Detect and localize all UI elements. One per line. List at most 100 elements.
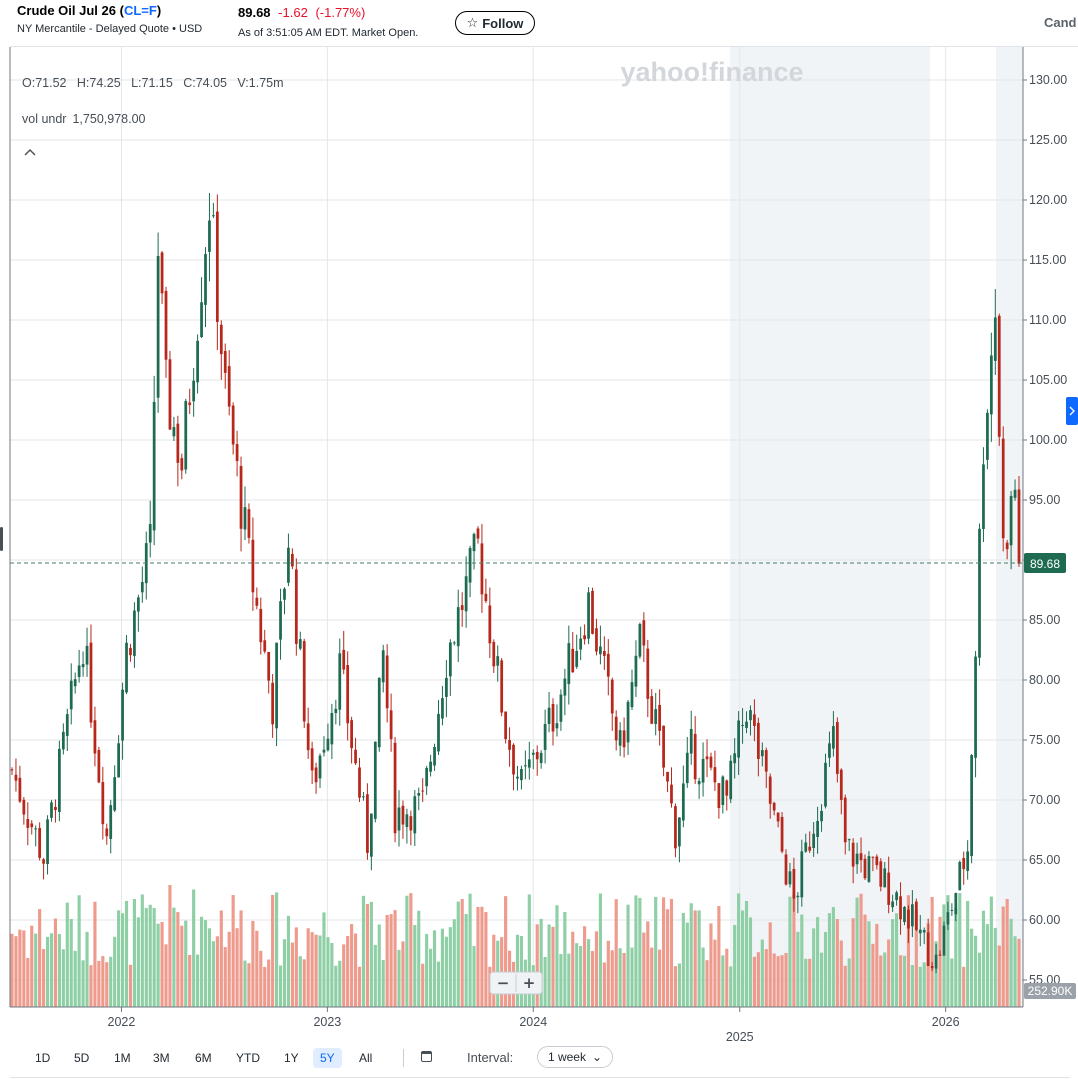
range-button-5d[interactable]: 5D: [74, 1051, 90, 1065]
volume-bar: [847, 958, 851, 1007]
y-tick-label: 110.00: [1029, 313, 1066, 327]
range-button-1m[interactable]: 1M: [114, 1051, 131, 1065]
candle-body: [251, 539, 255, 593]
volume-bar: [365, 903, 369, 1007]
candle-body: [910, 904, 914, 927]
interval-dropdown[interactable]: 1 week ⌄: [537, 1046, 613, 1068]
candle-body: [369, 813, 373, 857]
volume-bar: [966, 900, 970, 1007]
volume-bar: [263, 966, 267, 1007]
candle-body: [638, 624, 642, 657]
volume-bar: [622, 952, 626, 1007]
calendar-icon[interactable]: [421, 1051, 432, 1062]
volume-bar: [401, 941, 405, 1007]
volume-bar: [456, 901, 460, 1007]
candle-body: [697, 780, 701, 785]
range-button-1y[interactable]: 1Y: [284, 1051, 299, 1065]
candle-body: [895, 892, 898, 901]
volume-bar: [819, 952, 824, 1007]
candle-body: [563, 678, 567, 696]
candle-body: [587, 592, 590, 639]
candle-body: [136, 597, 140, 612]
candle-body: [429, 761, 432, 772]
volume-bar: [452, 919, 456, 1007]
range-button-all[interactable]: All: [359, 1051, 373, 1065]
volume-bar: [535, 924, 539, 1007]
candle-body: [200, 302, 203, 338]
candle-body: [610, 679, 614, 714]
volume-bar: [120, 913, 125, 1007]
volume-bar: [583, 926, 587, 1007]
left-resize-handle[interactable]: [0, 527, 3, 551]
candle-body: [259, 608, 263, 643]
volume-bar: [97, 960, 101, 1007]
candle-body: [1001, 438, 1005, 539]
collapse-chevron-icon[interactable]: [24, 149, 36, 156]
volume-bar: [827, 913, 832, 1007]
last-price-label: 89.68: [1030, 557, 1060, 571]
volume-bar: [642, 932, 646, 1007]
candle-body: [776, 812, 780, 822]
candle-body: [780, 816, 784, 852]
volume-bar: [353, 933, 358, 1007]
volume-bar: [357, 966, 362, 1007]
range-button-ytd[interactable]: YTD: [236, 1051, 260, 1065]
symbol-link[interactable]: CL=F: [123, 3, 157, 18]
volume-bar: [10, 933, 14, 1007]
volume-bar: [693, 910, 697, 1007]
volume-bar: [962, 966, 966, 1007]
range-button-1d[interactable]: 1D: [35, 1051, 51, 1065]
volume-bar: [132, 899, 136, 1007]
candle-body: [279, 601, 282, 640]
watermark: yahoo!finance: [620, 57, 803, 87]
candle-body: [863, 858, 867, 879]
candle-body: [642, 620, 646, 646]
range-button-5y[interactable]: 5Y: [313, 1048, 342, 1068]
candle-body: [899, 896, 902, 920]
volume-bar: [630, 947, 634, 1007]
candle-body: [38, 827, 42, 858]
candle-body: [709, 756, 713, 768]
candle-body: [275, 642, 278, 729]
volume-bar: [306, 928, 310, 1007]
volume-bar: [81, 960, 85, 1007]
price-chart[interactable]: 130.00 125.00 120.00 115.00 110.00 105.00 100.…: [0, 47, 1078, 1043]
zoom-in-button[interactable]: +: [523, 974, 536, 992]
range-button-3m[interactable]: 3M: [153, 1051, 170, 1065]
volume-bar: [409, 893, 413, 1007]
volume-bar: [748, 917, 753, 1007]
follow-button[interactable]: ☆ Follow: [455, 11, 535, 35]
zoom-out-button[interactable]: −: [497, 974, 510, 992]
candle-body: [413, 796, 417, 834]
expand-panel-button[interactable]: [1066, 397, 1078, 425]
candle-body: [148, 524, 152, 543]
candle-body: [366, 794, 369, 853]
volume-bar: [101, 956, 105, 1007]
candle-body: [816, 821, 819, 837]
volume-bar: [267, 959, 271, 1007]
candle-body: [634, 655, 638, 687]
candle-body: [1013, 489, 1017, 498]
range-button-6m[interactable]: 6M: [195, 1051, 212, 1065]
candle-body: [828, 743, 831, 758]
volume-bar: [275, 892, 279, 1007]
candle-body: [188, 402, 192, 406]
volume-bar: [160, 921, 164, 1007]
candle-body: [962, 857, 966, 870]
volume-bar: [871, 943, 875, 1007]
candle-body: [235, 444, 239, 462]
volume-bar: [235, 928, 239, 1007]
candle-body: [997, 315, 1001, 437]
volume-bar: [109, 956, 113, 1007]
candle-body: [10, 769, 14, 771]
volume-bar: [176, 912, 180, 1007]
volume-bar: [42, 949, 46, 1007]
volume-bar: [701, 947, 705, 1007]
chart-type-selector[interactable]: Cand: [1044, 15, 1077, 30]
candle-body: [1009, 495, 1013, 546]
candle-body: [437, 713, 440, 752]
candle-body: [421, 790, 425, 792]
volume-bar: [243, 960, 247, 1007]
candle-body: [318, 755, 322, 779]
volume-bar: [650, 947, 654, 1007]
